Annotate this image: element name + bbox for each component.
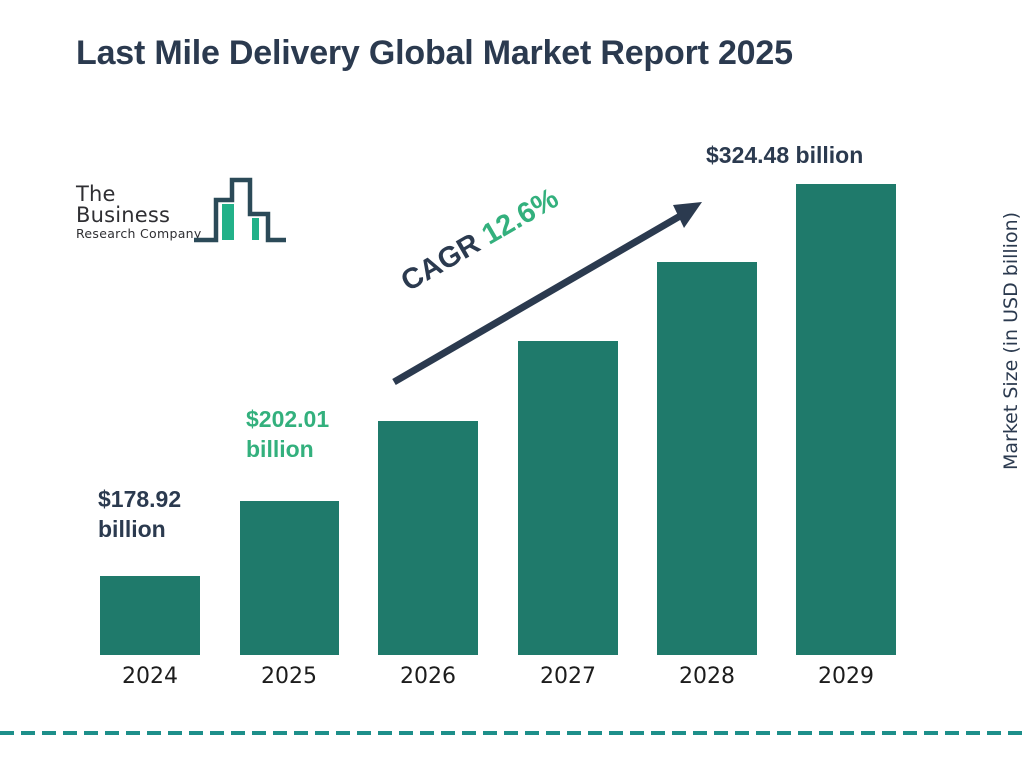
x-tick-2025: 2025: [261, 664, 317, 689]
x-tick-2026: 2026: [400, 664, 456, 689]
page-title: Last Mile Delivery Global Market Report …: [76, 34, 793, 72]
x-tick-2027: 2027: [540, 664, 596, 689]
value-label-2024-amount: $178.92: [98, 486, 182, 512]
value-label-2025-unit: billion: [246, 436, 314, 463]
bar-2028: [657, 262, 757, 655]
y-axis-title: Market Size (in USD billion): [1000, 211, 1022, 471]
logo-wordmark: The Business Research Company: [76, 184, 216, 241]
bar-chart-logo-mark-icon: [194, 177, 286, 243]
value-label-2024: $178.92 billion: [98, 484, 278, 545]
bar-2026: [378, 421, 478, 655]
logo-line-2: Research Company: [76, 226, 202, 241]
company-logo: The Business Research Company: [76, 176, 286, 254]
bar-2027: [518, 341, 618, 655]
value-label-2029: $324.48 billion: [706, 142, 864, 168]
logo-line-1: The Business: [76, 182, 171, 227]
bar-2024: [100, 576, 200, 655]
value-label-2025-amount: $202.01: [246, 406, 330, 432]
x-tick-2024: 2024: [122, 664, 178, 689]
value-label-2024-unit: billion: [98, 516, 166, 543]
bar-2029: [796, 184, 896, 655]
footer-dashed-divider: [0, 731, 1024, 735]
x-tick-2028: 2028: [679, 664, 735, 689]
value-label-2025: $202.01 billion: [246, 404, 426, 465]
x-tick-2029: 2029: [818, 664, 874, 689]
bar-2025: [240, 501, 339, 655]
